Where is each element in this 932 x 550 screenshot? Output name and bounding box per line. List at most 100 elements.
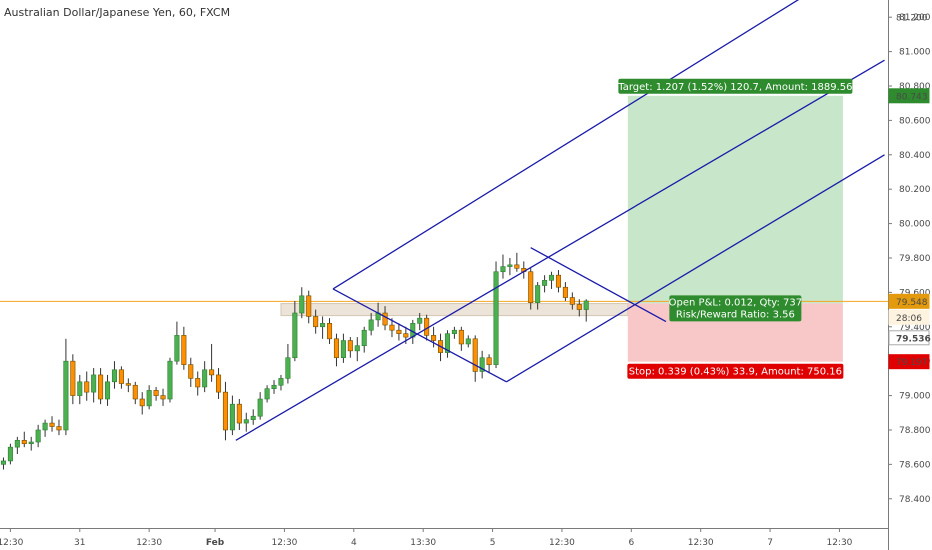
candle-down (188, 364, 194, 379)
channel-upper (332, 0, 800, 290)
x-tick-label: 4 (351, 538, 357, 548)
candle-up (285, 357, 291, 379)
y-tick-label: 80.000 (899, 220, 931, 230)
candle-up (264, 388, 270, 400)
candle-up (14, 439, 20, 448)
x-tick-label: 5 (490, 538, 496, 548)
candle-down (49, 422, 55, 427)
candle-down (327, 323, 333, 340)
y-tick-label: 80.400 (899, 151, 931, 161)
price-tag-stop: 79.197 (896, 358, 928, 368)
candle-up (35, 429, 41, 443)
candle-up (542, 280, 548, 286)
x-tick-label: 12:30 (549, 538, 575, 548)
candle-down (84, 381, 90, 393)
candle-down (403, 333, 409, 338)
candle-up (583, 300, 589, 310)
candle-up (257, 398, 263, 417)
price-tag-bg (888, 354, 930, 370)
target-zone (627, 95, 843, 304)
price-tag-target: 80.743 (896, 92, 928, 102)
candle-down (486, 357, 492, 365)
candle-down (222, 391, 228, 431)
candle-up (105, 381, 111, 400)
pnl-label-line2: Risk/Reward Ratio: 3.56 (676, 309, 795, 320)
candle-up (63, 360, 69, 431)
candle-up (243, 419, 249, 424)
pattern-line (332, 288, 507, 383)
x-tick-label: 12:30 (826, 538, 852, 548)
candle-down (306, 295, 312, 317)
price-tag-bg (888, 293, 930, 309)
candle-up (417, 317, 423, 324)
candle-down (160, 395, 166, 400)
candle-down (21, 439, 27, 445)
candle-down (313, 316, 319, 328)
candle-down (139, 398, 145, 407)
pnl-label-line1: Open P&L: 0.012, Qty: 737 (669, 297, 802, 308)
candle-up (111, 369, 117, 383)
candle-down (424, 317, 430, 336)
chart-title: Australian Dollar/Japanese Yen, 60, FXCM (4, 6, 230, 19)
price-tag-entry: 79.536 (896, 334, 931, 344)
candle-up (507, 264, 513, 267)
candle-up (146, 390, 152, 407)
candle-down (347, 340, 353, 352)
candle-up (465, 338, 471, 345)
price-tag-bg (888, 309, 930, 325)
drawings-layer (235, 0, 885, 441)
price-tag-timer: 28:06 (896, 314, 922, 324)
support-zone (280, 303, 629, 317)
y-tick-label: 78.600 (899, 460, 931, 470)
candle-up (7, 446, 13, 462)
candle-up (278, 378, 284, 386)
candle-up (340, 340, 346, 359)
candle-up (299, 295, 305, 314)
candle-up (77, 381, 83, 396)
x-tick-label: 6 (628, 538, 634, 548)
x-tick-label: 12:30 (136, 538, 162, 548)
candle-down (98, 374, 104, 400)
stop-label: Stop: 0.339 (0.43%) 33.9, Amount: 750.16 (629, 367, 842, 378)
y-tick-label: 81.000 (899, 48, 931, 58)
candle-down (569, 297, 575, 305)
pnl-label-bg (669, 295, 802, 322)
price-tag-bg (888, 88, 930, 104)
candle-down (514, 264, 520, 269)
candle-down (333, 338, 339, 359)
candle-up (354, 345, 360, 352)
candle-down (153, 390, 159, 396)
candle-up (444, 333, 450, 353)
candle-up (202, 369, 208, 388)
candle-up (368, 319, 374, 331)
candle-up (451, 329, 457, 334)
price-tag-bg (888, 330, 930, 346)
candle-down (562, 286, 568, 298)
candle-down (458, 329, 464, 345)
candle-down (396, 329, 402, 334)
y-tick-label: 79.000 (899, 392, 931, 402)
candle-down (382, 312, 388, 326)
candle-up (292, 312, 298, 359)
y-tick-label: 79.600 (899, 288, 931, 298)
candle-up (167, 360, 173, 400)
candle-down (236, 403, 242, 424)
x-tick-label: 12:30 (271, 538, 297, 548)
candle-up (250, 415, 256, 420)
y-tick-label: 80.800 (899, 82, 931, 92)
y-tick-label: 78.800 (899, 426, 931, 436)
candle-up (0, 460, 6, 465)
candle-up (493, 271, 499, 365)
y-tick-label: 79.400 (899, 323, 931, 333)
x-tick-label: 7 (767, 538, 773, 548)
pattern-line (530, 247, 667, 323)
channel-median (235, 59, 885, 441)
x-tick-label: Feb (206, 538, 225, 548)
candle-up (28, 441, 34, 445)
candle-up (229, 403, 235, 431)
candle-down (125, 383, 131, 386)
candle-down (195, 378, 201, 388)
y-tick-label: 79.800 (899, 254, 931, 264)
y-tick-label: 81.200 (899, 13, 931, 23)
